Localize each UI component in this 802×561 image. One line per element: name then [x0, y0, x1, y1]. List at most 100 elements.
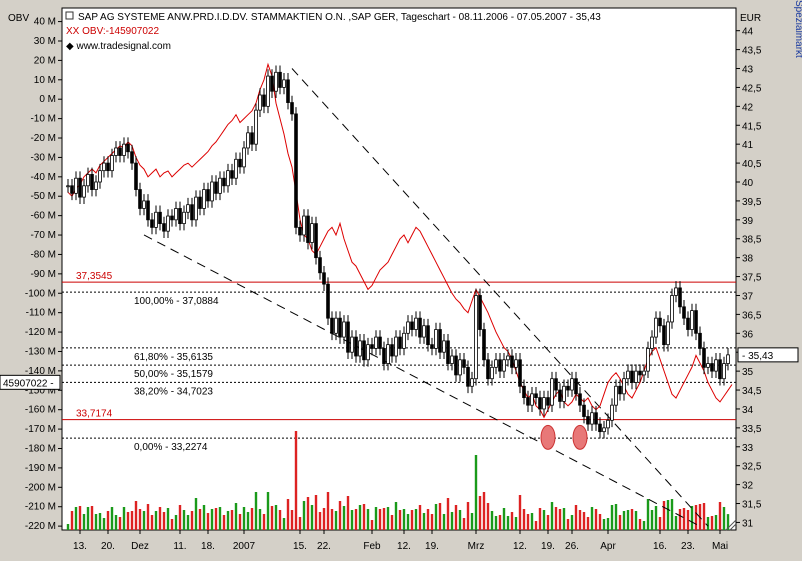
candle-body — [102, 162, 106, 172]
volume-bar — [174, 515, 178, 530]
right-axis-tick-label: 37 — [742, 291, 754, 302]
volume-bar — [274, 505, 278, 530]
obv-value-label: 45907022 - — [3, 378, 54, 389]
volume-bar — [682, 508, 686, 530]
candle — [358, 334, 362, 363]
candle — [642, 364, 646, 382]
candle-body — [202, 189, 206, 209]
candle — [142, 194, 146, 216]
right-axis-tick-label: 31,5 — [742, 500, 762, 511]
volume-bar — [162, 512, 166, 530]
right-axis-tick-label: 40 — [742, 178, 754, 189]
volume-bar — [710, 516, 714, 530]
candle — [270, 69, 274, 99]
candle-body — [678, 287, 682, 308]
candle-body — [306, 215, 310, 243]
right-axis-tick-label: 44 — [742, 27, 754, 38]
volume-bar — [130, 511, 134, 530]
chart-menu-icon[interactable] — [65, 11, 74, 20]
candle — [90, 167, 94, 197]
candle — [590, 405, 594, 431]
candle-body — [230, 170, 234, 179]
volume-bar — [82, 514, 86, 530]
volume-bar — [686, 510, 690, 530]
volume-bar — [230, 510, 234, 530]
volume-bar — [690, 506, 694, 530]
volume-bar — [530, 513, 534, 530]
candle-body — [502, 359, 506, 372]
candle-body — [522, 385, 526, 399]
candle — [534, 387, 538, 405]
candle-body — [698, 332, 702, 349]
candle-body — [222, 177, 226, 187]
candle-body — [310, 223, 314, 243]
candle — [702, 341, 706, 375]
candle-body — [482, 329, 486, 361]
volume-bar — [250, 508, 254, 530]
right-axis-tick-label: 42 — [742, 102, 754, 113]
candle — [498, 352, 502, 378]
volume-bar — [118, 517, 122, 530]
current-price-label: - 35,43 — [742, 351, 774, 362]
candle — [670, 288, 674, 329]
resize-grip-icon[interactable] — [725, 519, 737, 531]
volume-bars — [66, 431, 730, 530]
volume-bar — [354, 509, 358, 530]
candle — [146, 194, 150, 227]
x-axis-tick-label: Feb — [363, 541, 381, 552]
volume-bar — [242, 507, 246, 530]
volume-bar — [262, 514, 266, 530]
left-axis-tick-label: -180 M — [25, 443, 56, 454]
candle-body — [422, 325, 426, 338]
candle-body — [166, 215, 170, 232]
candle-body — [118, 147, 122, 156]
right-axis-tick-label: 38,5 — [742, 235, 762, 246]
x-axis-tick-label: 12. — [397, 541, 411, 552]
volume-bar — [154, 511, 158, 530]
candle — [86, 167, 90, 193]
candle — [230, 163, 234, 186]
fib-label: 38,20% - 34,7023 — [134, 386, 213, 397]
candle-body — [574, 378, 578, 395]
candle-body — [726, 354, 730, 364]
candle-body — [634, 370, 638, 383]
current-price-box — [737, 347, 799, 363]
volume-bar — [546, 515, 550, 530]
volume-bar — [298, 517, 302, 530]
candle — [246, 126, 250, 155]
volume-bar — [634, 511, 638, 530]
candle — [466, 360, 470, 394]
candle — [110, 148, 114, 178]
volume-bar — [318, 512, 322, 530]
volume-bar — [134, 501, 138, 530]
left-axis-tick-label: 30 M — [34, 36, 56, 47]
candle — [486, 352, 490, 386]
candle — [450, 349, 454, 371]
volume-bar — [450, 512, 454, 530]
left-axis-tick-label: -100 M — [25, 288, 56, 299]
candle — [674, 281, 678, 303]
right-edge-text: Spezialmarkt — [793, 0, 802, 58]
candle — [574, 371, 578, 401]
candle — [194, 190, 198, 227]
candle — [310, 216, 314, 250]
volume-bar — [598, 514, 602, 530]
candle — [338, 311, 342, 344]
volume-bar — [386, 507, 390, 530]
candle — [82, 178, 86, 204]
x-axis-tick-label: 20. — [101, 541, 115, 552]
candle — [550, 371, 554, 412]
volume-bar — [426, 509, 430, 530]
volume-bar — [214, 508, 218, 530]
candle — [278, 65, 282, 95]
volume-bar — [406, 514, 410, 530]
obv-legend: XX OBV:-145907022 — [66, 26, 159, 37]
volume-bar — [106, 511, 110, 530]
candle — [70, 178, 74, 201]
x-axis-tick-label: 22. — [317, 541, 331, 552]
volume-bar — [538, 508, 542, 530]
left-axis-tick-label: -140 M — [25, 366, 56, 377]
candle-body — [602, 427, 606, 433]
candle — [622, 371, 626, 401]
